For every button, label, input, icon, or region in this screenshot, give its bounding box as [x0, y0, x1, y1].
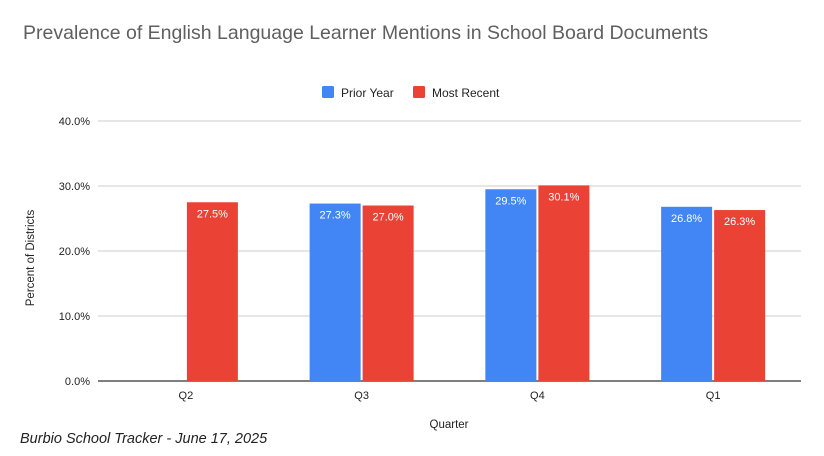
y-tick-label: 30.0% [59, 181, 90, 193]
data-labels: 27.5% 27.3% 27.0% 29.5% 30.1% 26.8% 26.3% [197, 191, 756, 228]
data-label: 29.5% [495, 195, 526, 207]
bar-most-recent [186, 202, 238, 381]
y-tick-label: 20.0% [59, 246, 90, 258]
bar-prior-year [309, 203, 361, 381]
data-label: 26.3% [724, 216, 755, 228]
legend: Prior Year Most Recent [322, 86, 500, 100]
x-axis-ticks: Q2 Q3 Q4 Q1 [179, 390, 721, 402]
legend-swatch [322, 86, 334, 98]
bar-prior-year [661, 206, 713, 381]
x-tick-label: Q1 [706, 390, 721, 402]
y-tick-label: 40.0% [59, 116, 90, 128]
bars [186, 185, 766, 381]
x-axis-title: Quarter [430, 419, 469, 431]
x-tick-label: Q2 [179, 390, 194, 402]
data-label: 27.3% [320, 210, 351, 222]
data-label: 26.8% [671, 213, 702, 225]
legend-label: Prior Year [341, 86, 394, 100]
y-axis-ticks: 0.0% 10.0% 20.0% 30.0% 40.0% [59, 116, 90, 388]
bar-most-recent [538, 185, 590, 381]
source-note: Burbio School Tracker - June 17, 2025 [20, 431, 268, 447]
x-tick-label: Q4 [530, 390, 545, 402]
bar-most-recent [362, 205, 414, 381]
y-tick-label: 0.0% [65, 376, 90, 388]
y-axis-title: Percent of Districts [25, 210, 37, 307]
legend-swatch [413, 86, 425, 98]
bar-prior-year [485, 189, 537, 381]
bar-most-recent [714, 210, 766, 381]
legend-label: Most Recent [432, 86, 500, 100]
x-tick-label: Q3 [354, 390, 369, 402]
data-label: 30.1% [548, 191, 579, 203]
data-label: 27.0% [373, 212, 404, 224]
chart-title: Prevalence of English Language Learner M… [23, 22, 709, 44]
y-tick-label: 10.0% [59, 311, 90, 323]
data-label: 27.5% [197, 208, 228, 220]
